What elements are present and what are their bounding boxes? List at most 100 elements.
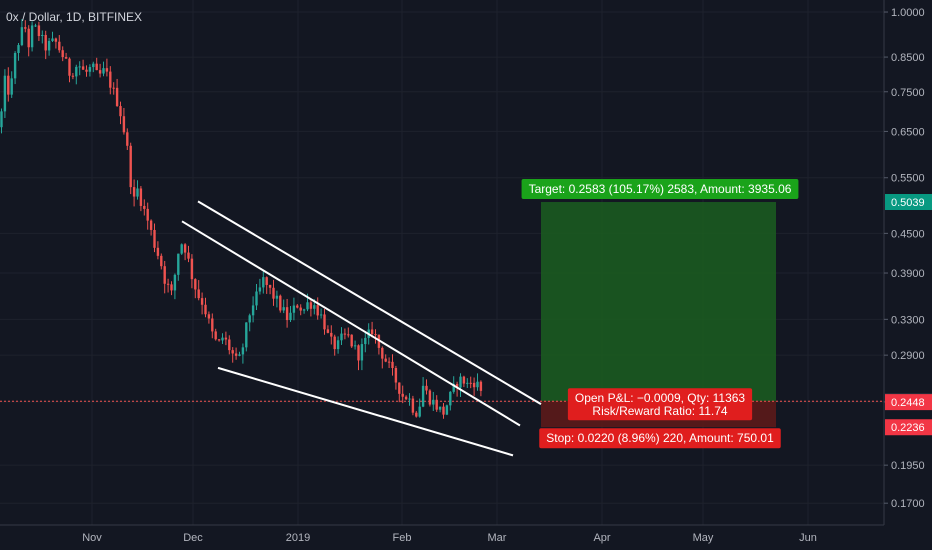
candle: [364, 331, 367, 353]
candle: [160, 253, 163, 270]
candle-body: [343, 333, 347, 335]
candle: [207, 311, 211, 324]
candle: [316, 297, 319, 320]
candle-body: [7, 75, 10, 95]
candle-body: [350, 334, 353, 347]
candle: [302, 308, 306, 314]
candle: [268, 284, 272, 295]
candle: [190, 254, 194, 289]
candle: [224, 331, 228, 346]
time-tick-label: Feb: [393, 532, 412, 544]
candle: [265, 276, 268, 294]
price-tick-label: 1.0000: [891, 7, 925, 19]
candle-body: [166, 283, 170, 285]
candle-body: [115, 87, 119, 107]
candle-body: [207, 314, 211, 319]
candle-body: [459, 376, 462, 388]
candle-body: [445, 405, 449, 415]
pnl-line-1: Open P&L: −0.0009, Qty: 11363: [575, 391, 746, 405]
candle: [238, 351, 241, 357]
price-tag-label: 0.5039: [891, 197, 925, 209]
candle-body: [51, 38, 54, 41]
candle-body: [197, 289, 200, 299]
candle: [275, 290, 279, 308]
candle: [180, 243, 183, 255]
candle: [85, 65, 88, 77]
candle-body: [476, 381, 479, 388]
candle-body: [374, 334, 377, 336]
pnl-box: [567, 388, 753, 421]
candle: [350, 334, 353, 348]
candle: [255, 284, 258, 311]
candle: [333, 334, 336, 356]
candle: [221, 333, 224, 344]
candle-body: [20, 27, 24, 46]
candle: [34, 23, 37, 28]
candle: [353, 340, 357, 350]
candle: [112, 82, 115, 95]
candle: [217, 338, 221, 342]
price-axis-panel: [884, 0, 932, 550]
candle: [41, 30, 44, 44]
trendline: [197, 200, 542, 406]
candle-body: [47, 40, 51, 51]
candle: [7, 67, 10, 102]
candle-body: [156, 247, 160, 256]
candle-body: [190, 258, 194, 280]
candle-body: [285, 307, 289, 321]
candle: [64, 52, 68, 59]
candle: [54, 37, 58, 49]
candle-body: [194, 279, 197, 290]
candle: [421, 377, 425, 408]
candle-body: [251, 305, 255, 316]
price-tag-label: 0.2236: [891, 422, 925, 434]
candle-body: [340, 333, 343, 341]
candle-body: [231, 350, 234, 354]
candle: [262, 271, 265, 294]
candle: [78, 61, 81, 76]
candle-body: [146, 208, 149, 221]
candle: [408, 393, 411, 406]
candle: [58, 35, 61, 53]
candle: [20, 19, 24, 47]
candle: [10, 71, 13, 98]
candle-body: [44, 34, 47, 51]
candle-body: [364, 337, 367, 345]
candle-body: [163, 266, 166, 284]
price-tick-label: 0.1950: [891, 460, 925, 472]
candle: [251, 296, 255, 323]
stop-label-text: Stop: 0.0220 (8.96%) 220, Amount: 750.01: [546, 431, 774, 445]
candle-body: [200, 298, 204, 305]
target-label-text: Target: 0.2583 (105.17%) 2583, Amount: 3…: [529, 182, 792, 196]
candle-body: [384, 358, 387, 362]
candle: [415, 410, 418, 418]
candle: [139, 186, 143, 212]
candle-body: [411, 398, 415, 413]
candle-body: [37, 25, 41, 37]
candle: [122, 107, 126, 135]
candle-body: [326, 329, 330, 333]
time-tick-label: Jun: [799, 532, 817, 544]
candle: [445, 404, 449, 416]
time-tick-label: 2019: [286, 532, 310, 544]
candle-body: [170, 284, 173, 291]
candle-body: [224, 337, 228, 340]
price-tag-label: 0.2448: [891, 397, 925, 409]
candle-body: [30, 25, 34, 48]
candle: [425, 379, 428, 395]
candle-body: [394, 368, 398, 383]
candle-body: [479, 381, 483, 391]
candle: [401, 385, 404, 404]
candle: [95, 57, 98, 71]
candle: [360, 338, 364, 371]
price-tick-label: 0.3900: [891, 268, 925, 280]
candle-body: [438, 406, 442, 410]
candle-body: [282, 307, 285, 311]
price-tag-box: [885, 194, 932, 211]
candle: [13, 51, 17, 85]
candle: [30, 21, 34, 52]
candle-body: [241, 347, 245, 355]
candle: [398, 382, 401, 403]
